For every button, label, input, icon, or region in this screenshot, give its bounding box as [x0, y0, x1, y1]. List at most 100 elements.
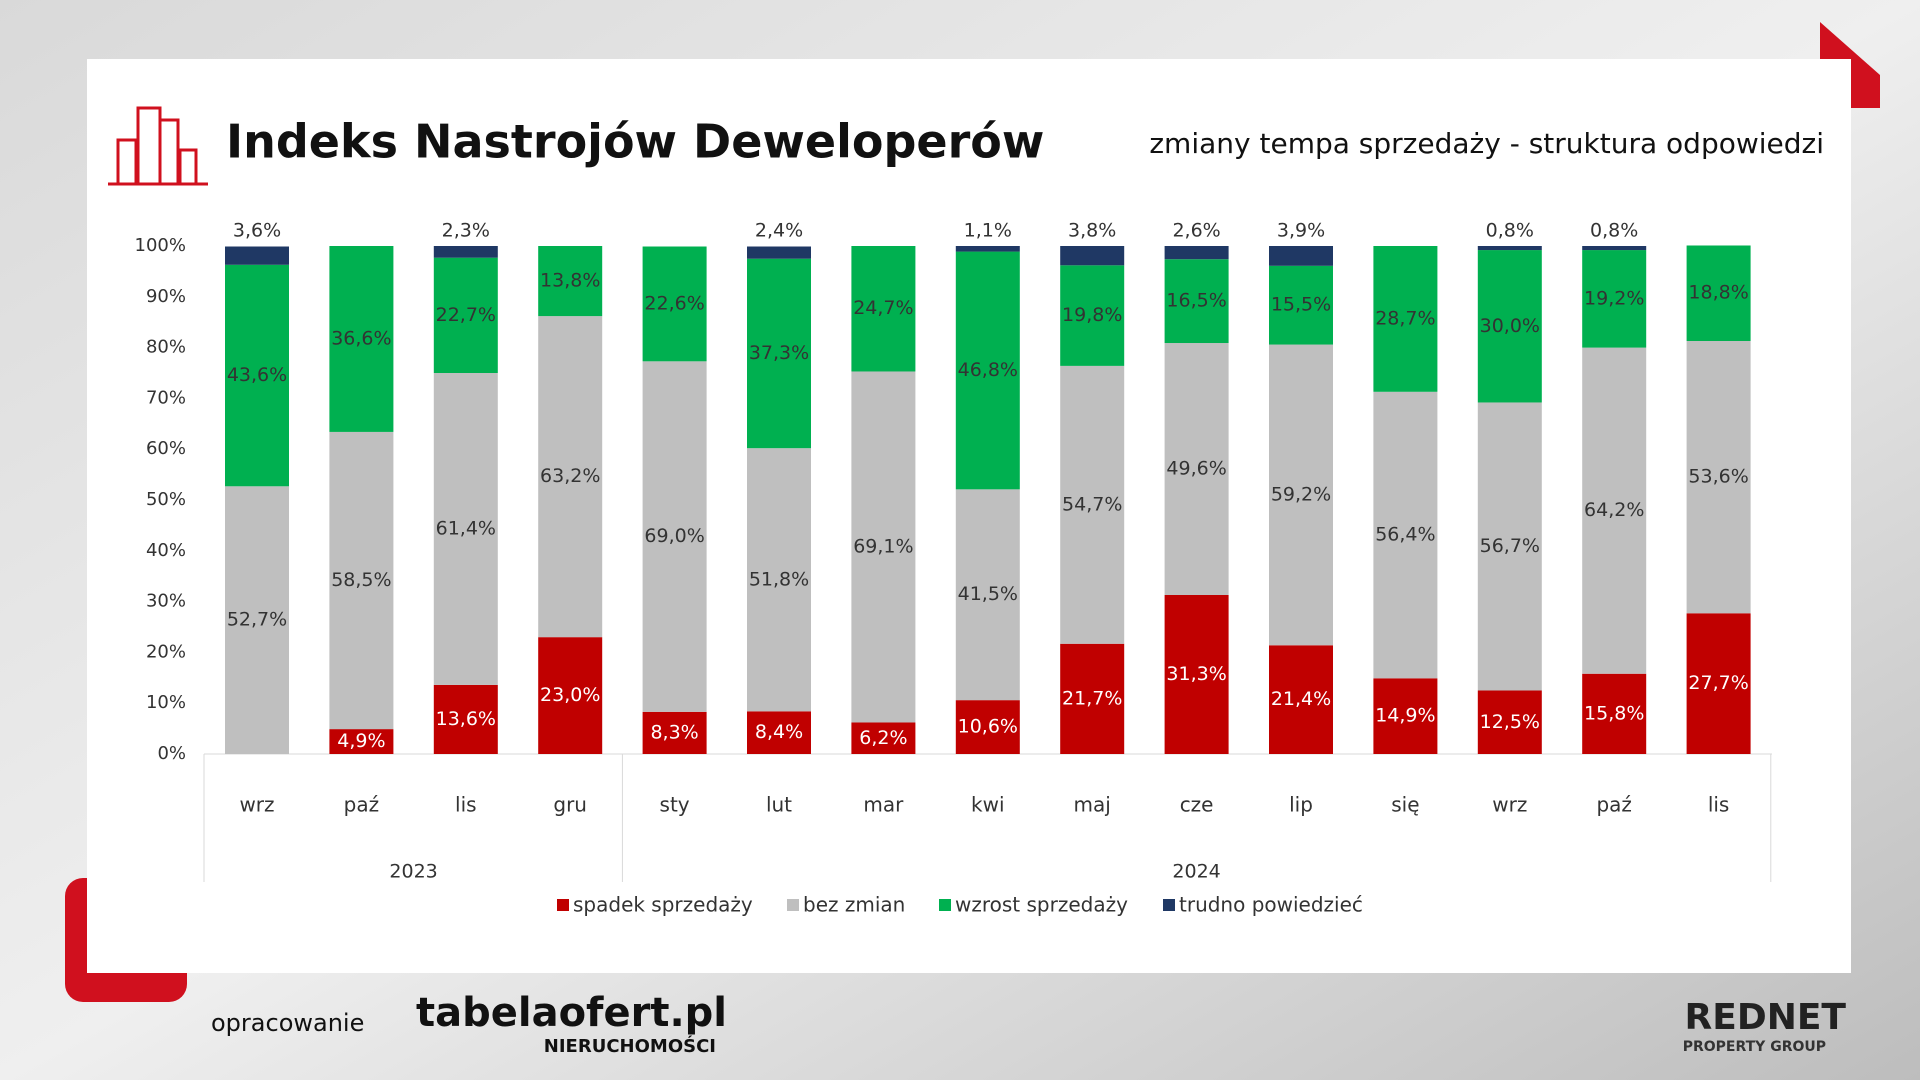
data-label: 3,9%: [1277, 220, 1325, 242]
data-label: 15,8%: [1584, 702, 1644, 724]
data-label: 6,2%: [859, 727, 907, 749]
data-label: 22,6%: [644, 292, 704, 314]
bar-segment: [851, 722, 916, 754]
bar-segment: [747, 711, 811, 754]
bar-segment: [538, 637, 603, 754]
data-label: 23,0%: [540, 684, 600, 706]
legend-label: wzrost sprzedaży: [955, 893, 1128, 917]
data-label: 28,7%: [1375, 307, 1435, 329]
bar-segment: [1269, 246, 1333, 266]
logo-sub: PROPERTY GROUP: [1683, 1039, 1826, 1055]
bar-segment: [538, 316, 603, 638]
bar-segment: [955, 489, 1020, 701]
data-label: 24,7%: [853, 297, 913, 319]
bar-segment: [433, 246, 498, 258]
data-label: 61,4%: [436, 517, 496, 539]
data-label: 8,4%: [755, 721, 803, 743]
bar-segment: [1477, 690, 1542, 754]
bar-segment: [1164, 259, 1229, 344]
building-icon: [108, 106, 208, 186]
data-label: 10,6%: [958, 716, 1018, 738]
data-label: 51,8%: [749, 568, 809, 590]
bar-segment: [747, 448, 811, 712]
bar-segment: [1477, 402, 1542, 691]
data-label: 2,3%: [442, 220, 490, 242]
data-label: 2,6%: [1172, 220, 1220, 242]
x-tick-label: gru: [553, 793, 587, 817]
logo: tabelaofert.pl: [416, 990, 727, 1036]
bar-segment: [1373, 246, 1438, 392]
chart-subtitle: zmiany tempa sprzedaży - struktura odpow…: [1149, 127, 1824, 160]
data-label: 37,3%: [749, 342, 809, 364]
data-label: 30,0%: [1480, 315, 1540, 337]
bar-segment: [433, 684, 498, 754]
x-tick-label: lis: [455, 793, 477, 817]
data-label: 0,8%: [1590, 220, 1638, 242]
data-label: 12,5%: [1480, 711, 1540, 733]
y-tick-label: 0%: [157, 743, 186, 764]
data-label: 46,8%: [958, 359, 1018, 381]
data-label: 52,7%: [227, 609, 287, 631]
y-tick-label: 70%: [146, 387, 186, 408]
y-tick-label: 40%: [146, 540, 186, 561]
data-label: 13,6%: [436, 708, 496, 730]
data-label: 22,7%: [436, 304, 496, 326]
bar-segment: [851, 371, 916, 723]
x-tick-label: maj: [1074, 793, 1111, 817]
x-tick-label: cze: [1180, 793, 1214, 817]
group-label: 2023: [389, 861, 437, 883]
bar-segment: [433, 373, 498, 685]
bar-segment: [538, 246, 603, 317]
y-tick-label: 50%: [146, 489, 186, 510]
legend-swatch: [1163, 899, 1175, 911]
bar-segment: [1686, 245, 1751, 341]
bar-segment: [1164, 246, 1229, 260]
data-label: 21,4%: [1271, 688, 1331, 710]
x-tick-label: lip: [1289, 793, 1313, 817]
bar-segment: [1060, 265, 1125, 366]
bar-segment: [1477, 250, 1542, 403]
y-tick-label: 30%: [146, 591, 186, 612]
x-tick-label: się: [1391, 793, 1419, 817]
bar-segment: [1582, 246, 1647, 251]
data-label: 2,4%: [755, 220, 803, 242]
bar-segment: [1582, 347, 1647, 674]
x-tick-label: sty: [660, 793, 690, 817]
logo: REDNET: [1685, 997, 1847, 1038]
y-tick-label: 20%: [146, 641, 186, 662]
bar-segment: [1686, 340, 1751, 614]
data-label: 56,4%: [1375, 524, 1435, 546]
data-label: 19,8%: [1062, 304, 1122, 326]
legend-swatch: [939, 899, 951, 911]
bar-segment: [642, 361, 707, 712]
bar-segment: [329, 729, 394, 754]
data-label: 69,1%: [853, 535, 913, 557]
x-tick-label: lut: [766, 793, 792, 817]
data-label: 63,2%: [540, 465, 600, 487]
data-label: 8,3%: [650, 721, 698, 743]
data-label: 58,5%: [331, 569, 391, 591]
y-tick-label: 80%: [146, 337, 186, 358]
bar-segment: [1269, 344, 1333, 646]
group-label: 2024: [1172, 861, 1220, 883]
legend-label: bez zmian: [803, 893, 905, 917]
data-label: 19,2%: [1584, 287, 1644, 309]
bar-segment: [329, 431, 394, 730]
bar-segment: [1373, 391, 1438, 679]
legend-swatch: [787, 899, 799, 911]
bar-segment: [1269, 645, 1333, 754]
data-label: 64,2%: [1584, 499, 1644, 521]
bar-segment: [1269, 265, 1333, 345]
data-label: 21,7%: [1062, 687, 1122, 709]
x-tick-label: wrz: [1492, 793, 1527, 817]
data-label: 1,1%: [964, 220, 1012, 242]
bar-segment: [1477, 246, 1542, 251]
data-label: 54,7%: [1062, 493, 1122, 515]
bar-segment: [433, 257, 498, 373]
data-label: 3,6%: [233, 220, 281, 242]
bar-segment: [747, 246, 811, 259]
data-label: 15,5%: [1271, 294, 1331, 316]
data-label: 0,8%: [1486, 220, 1534, 242]
x-tick-label: paź: [344, 793, 379, 817]
bar-segment: [1164, 594, 1229, 754]
